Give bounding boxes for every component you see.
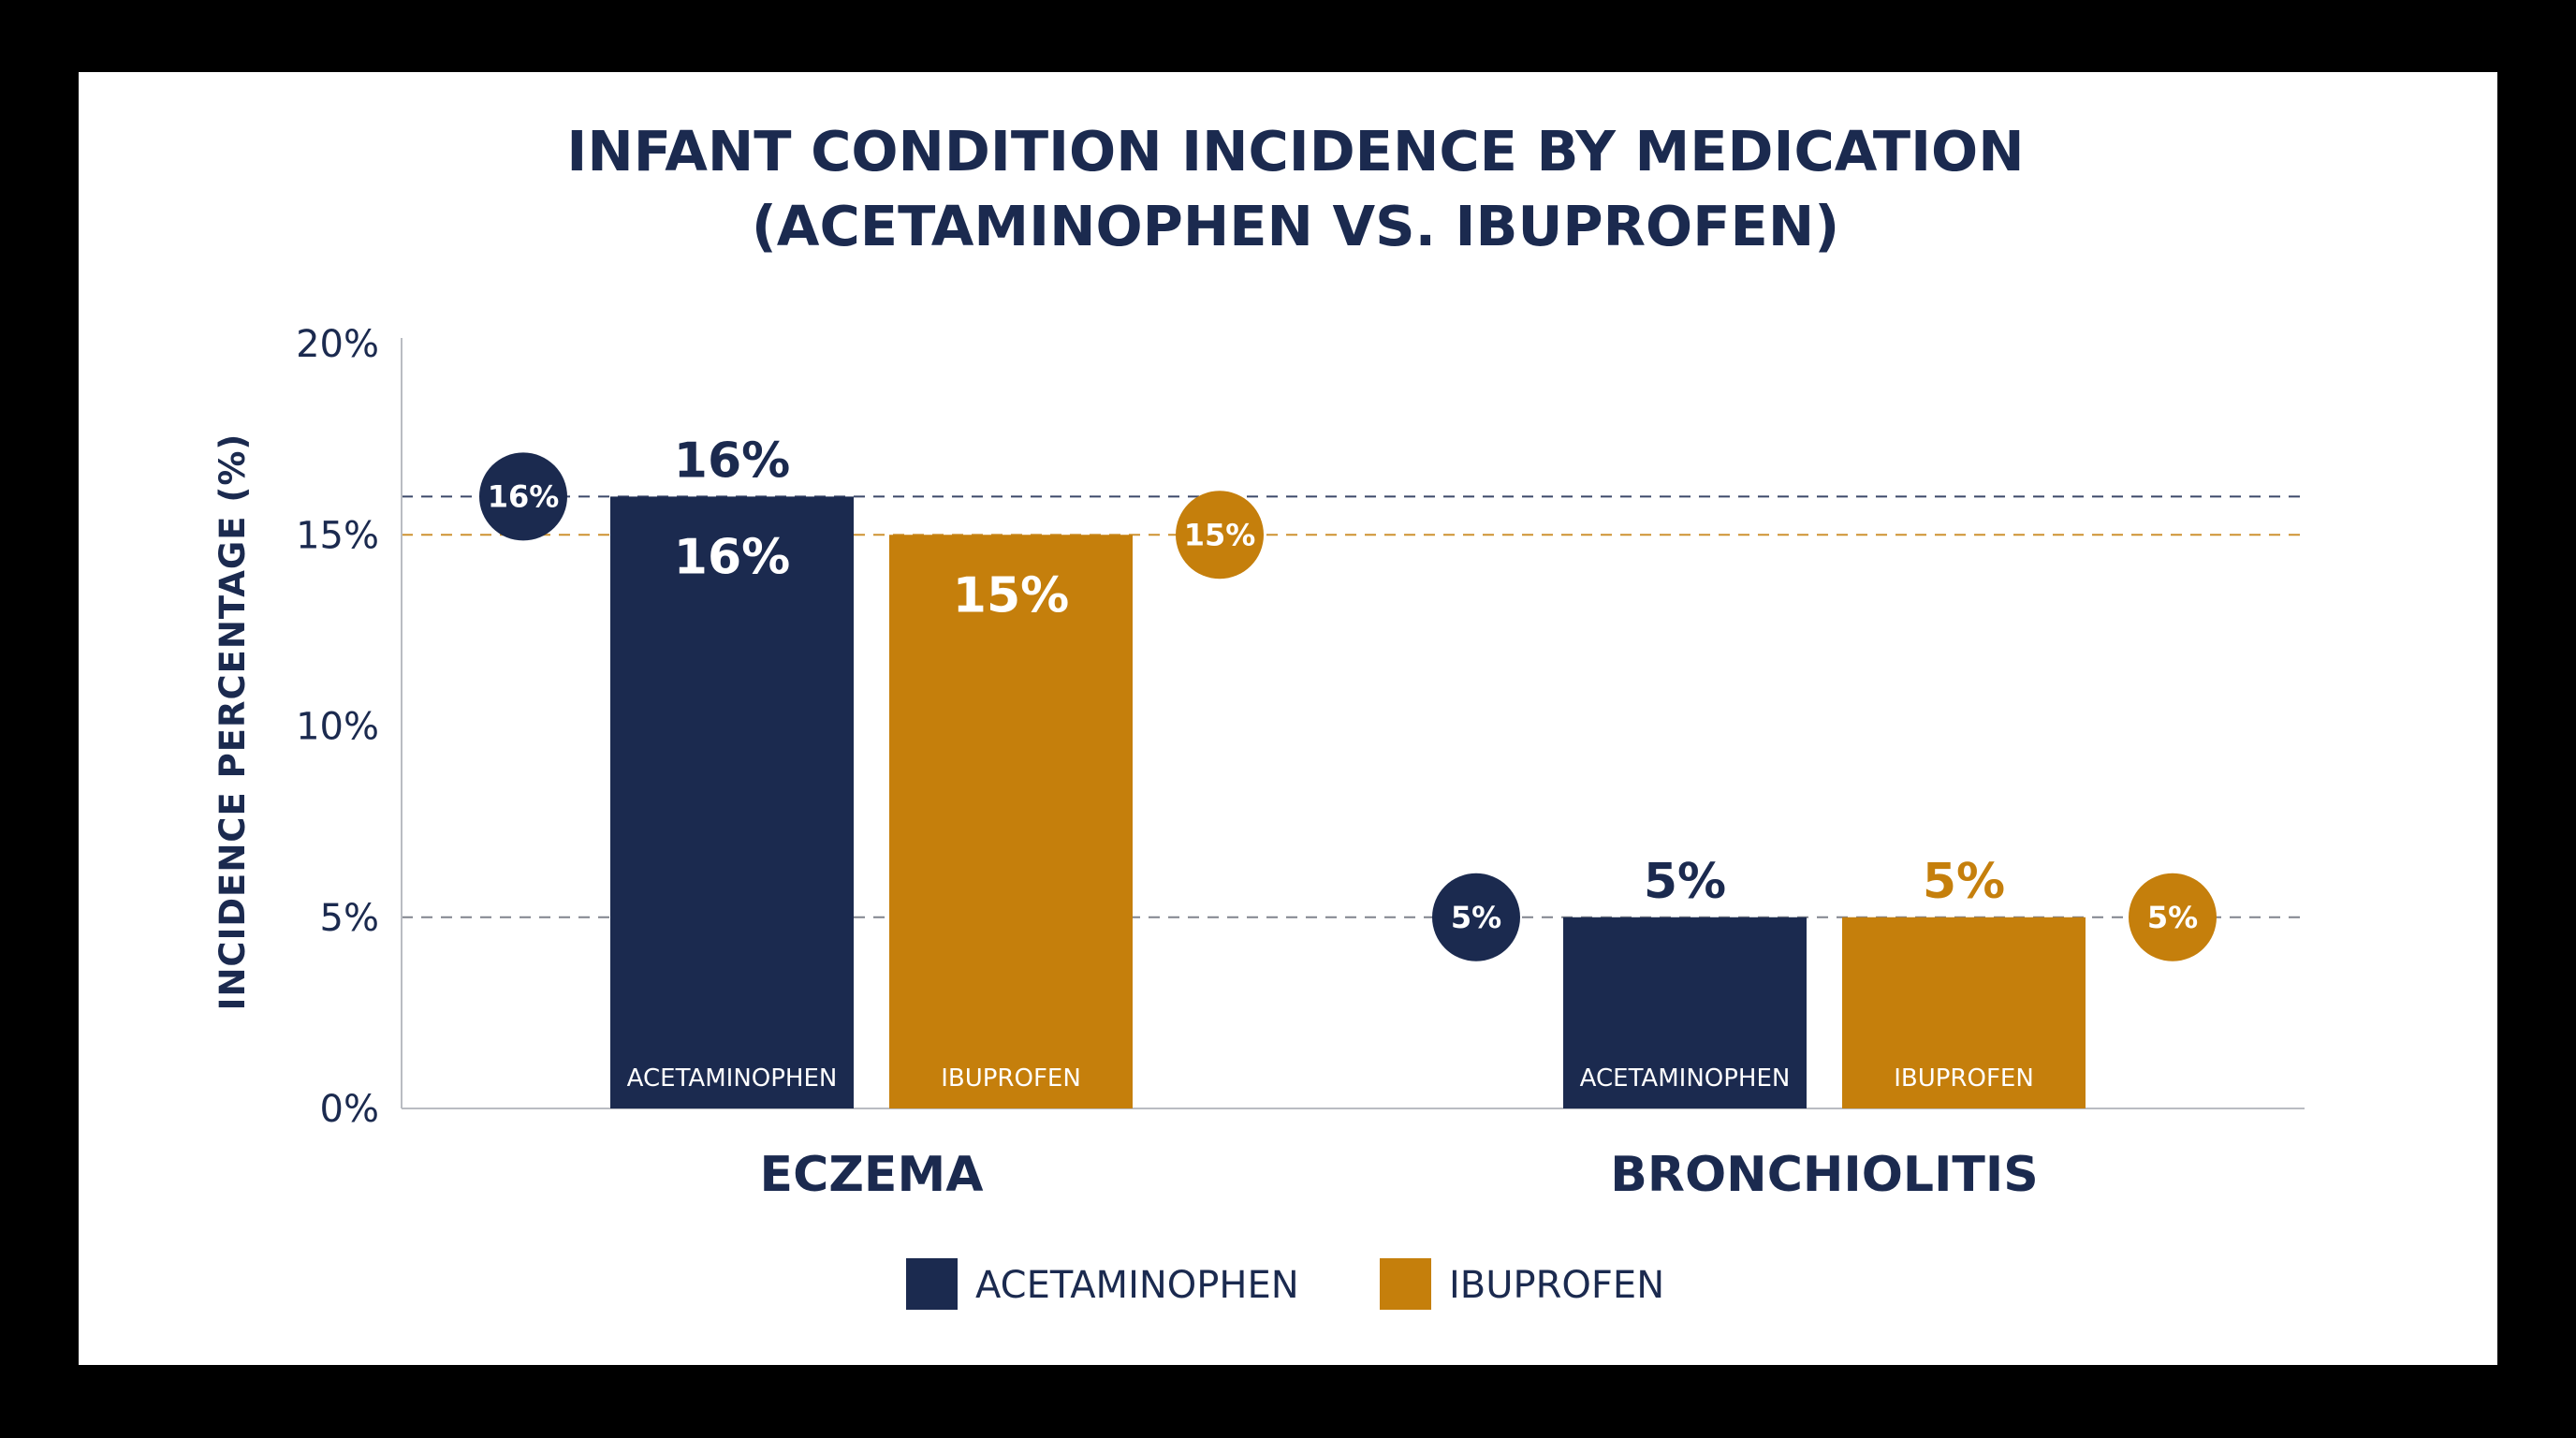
value-badge-label: 15%	[1184, 517, 1256, 552]
value-badge-label: 5%	[2147, 900, 2198, 935]
y-axis-label: INCIDENCE PERCENTAGE (%)	[212, 433, 253, 1011]
legend-label: IBUPROFEN	[1449, 1264, 1664, 1307]
value-label-inside: 16%	[674, 529, 790, 585]
value-badge	[2129, 873, 2217, 961]
bar	[889, 535, 1133, 1108]
bar-series-label: IBUPROFEN	[1894, 1064, 2034, 1093]
legend-swatch	[1380, 1258, 1431, 1310]
x-category-label: ECZEMA	[760, 1147, 984, 1203]
bar	[1842, 917, 2086, 1108]
y-tick-label: 5%	[320, 897, 379, 940]
y-tick-label: 10%	[296, 706, 379, 749]
data-labels: ACETAMINOPHEN 16% 16% IBUPROFEN 15% ACETAMINO…	[627, 433, 2034, 1093]
value-badge-label: 5%	[1451, 900, 1501, 935]
y-tick-label: 15%	[296, 514, 379, 557]
value-badge	[1432, 873, 1520, 961]
bar-chart: INFANT CONDITION INCIDENCE BY MEDICATION…	[212, 119, 2305, 1310]
value-badge-label: 16%	[488, 478, 560, 514]
axes: 0% 5% 10% 15% 20% ECZEMA BRONCHIOLITIS	[296, 323, 2305, 1203]
y-tick-label: 20%	[296, 323, 379, 366]
value-badge	[479, 452, 567, 541]
value-label-above: 5%	[1644, 854, 1726, 910]
chart-title-line-1: INFANT CONDITION INCIDENCE BY MEDICATION	[566, 119, 2024, 183]
value-badges: 16% 15% 5% 5%	[479, 452, 2217, 961]
y-tick-label: 0%	[320, 1088, 379, 1131]
bar-series-label: IBUPROFEN	[941, 1064, 1081, 1093]
bar-series-label: ACETAMINOPHEN	[627, 1064, 838, 1093]
chart-panel: INFANT CONDITION INCIDENCE BY MEDICATION…	[79, 72, 2497, 1365]
bar	[1563, 917, 1807, 1108]
legend-swatch	[906, 1258, 958, 1310]
bar	[610, 496, 854, 1108]
bar-series-label: ACETAMINOPHEN	[1580, 1064, 1791, 1093]
value-label-above: 5%	[1923, 854, 2005, 910]
value-label-above: 16%	[674, 433, 790, 489]
x-category-label: BRONCHIOLITIS	[1610, 1147, 2038, 1203]
value-label-inside: 15%	[953, 567, 1069, 624]
chart-title-line-2: (ACETAMINOPHEN VS. IBUPROFEN)	[752, 194, 1839, 258]
value-badge	[1176, 491, 1264, 580]
legend-label: ACETAMINOPHEN	[975, 1264, 1299, 1307]
bars	[610, 496, 2086, 1108]
legend: ACETAMINOPHEN IBUPROFEN	[906, 1258, 1664, 1310]
